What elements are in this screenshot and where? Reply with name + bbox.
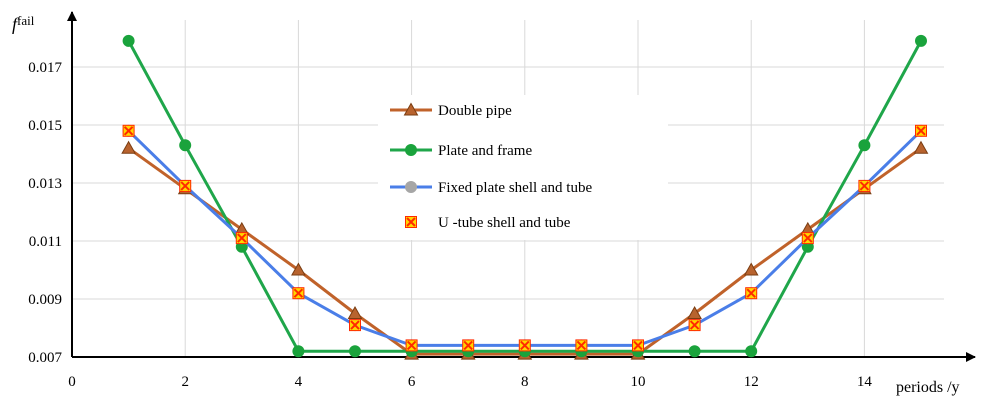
legend-box — [378, 95, 668, 240]
y-axis-title: ffail — [12, 13, 35, 34]
marker-cross — [576, 340, 587, 351]
x-tick-label: 0 — [68, 374, 76, 390]
x-tick-label: 14 — [857, 374, 873, 390]
data-point — [179, 139, 192, 152]
legend-label: Double pipe — [438, 103, 512, 119]
data-point — [121, 140, 136, 154]
y-tick-label: 0.009 — [28, 292, 62, 308]
legend-marker — [405, 216, 417, 228]
data-point — [462, 339, 475, 352]
marker-cross — [803, 233, 813, 243]
marker-cross — [859, 181, 870, 191]
legend: Double pipe Plate and frame Fixed plate sh… — [378, 95, 668, 240]
x-axis-title: periods /y — [896, 379, 960, 396]
data-point — [632, 339, 644, 352]
data-point — [745, 345, 758, 358]
legend-item: Double pipe — [390, 102, 512, 119]
legend-item: Plate and frame — [390, 143, 532, 159]
y-tick-label: 0.013 — [28, 176, 62, 192]
legend-label: Plate and frame — [438, 143, 532, 159]
legend-label: U -tube shell and tube — [438, 215, 571, 231]
data-point — [913, 140, 929, 154]
x-tick-label: 2 — [181, 374, 189, 390]
y-axis-title-main: f — [12, 14, 20, 34]
marker-cross — [520, 340, 530, 351]
y-axis-title-sup: fail — [17, 13, 35, 28]
data-point — [347, 305, 363, 319]
x-tick-label: 6 — [408, 374, 416, 390]
data-point — [743, 262, 759, 276]
data-point — [122, 34, 135, 47]
x-tick-label: 8 — [521, 374, 529, 390]
data-point — [179, 179, 192, 192]
marker-cross — [406, 217, 416, 227]
legend-marker — [405, 144, 417, 156]
marker-cross — [746, 288, 756, 298]
marker-cross — [406, 340, 417, 351]
marker-cross — [916, 126, 926, 136]
marker-cross — [350, 320, 360, 330]
y-tick-label: 0.007 — [28, 350, 62, 366]
legend-marker — [405, 181, 417, 193]
marker-cross — [689, 320, 700, 330]
x-tick-label: 10 — [631, 374, 646, 390]
data-point — [688, 345, 701, 358]
x-tick-label: 12 — [744, 374, 759, 390]
data-point — [518, 339, 531, 352]
marker-cross — [293, 288, 304, 298]
y-tick-label: 0.015 — [28, 118, 62, 134]
data-point — [688, 319, 701, 332]
x-tick-label: 4 — [295, 374, 303, 390]
legend-item: Fixed plate shell and tube — [390, 180, 592, 196]
data-point — [575, 339, 588, 352]
data-point — [858, 179, 871, 192]
data-point — [801, 232, 814, 245]
data-point — [915, 124, 927, 137]
series-3 — [122, 124, 927, 352]
legend-item: U -tube shell and tube — [405, 215, 571, 231]
data-point — [858, 139, 871, 152]
plot-area — [121, 34, 929, 360]
data-point — [745, 287, 758, 300]
data-point — [405, 339, 418, 352]
y-tick-label: 0.017 — [28, 60, 62, 76]
legend-label: Fixed plate shell and tube — [438, 180, 592, 196]
data-point — [291, 262, 306, 276]
legend-marker — [403, 102, 419, 116]
data-point — [122, 124, 135, 137]
marker-cross — [463, 340, 473, 351]
marker-cross — [237, 233, 247, 243]
marker-cross — [123, 126, 134, 136]
data-point — [349, 345, 361, 358]
data-point — [687, 305, 702, 319]
marker-cross — [180, 181, 190, 191]
data-point — [292, 345, 305, 358]
data-point — [235, 232, 248, 245]
y-tick-label: 0.011 — [29, 234, 62, 250]
marker-cross — [633, 340, 643, 351]
data-point — [915, 34, 927, 47]
data-point — [292, 287, 305, 300]
data-point — [349, 319, 361, 332]
